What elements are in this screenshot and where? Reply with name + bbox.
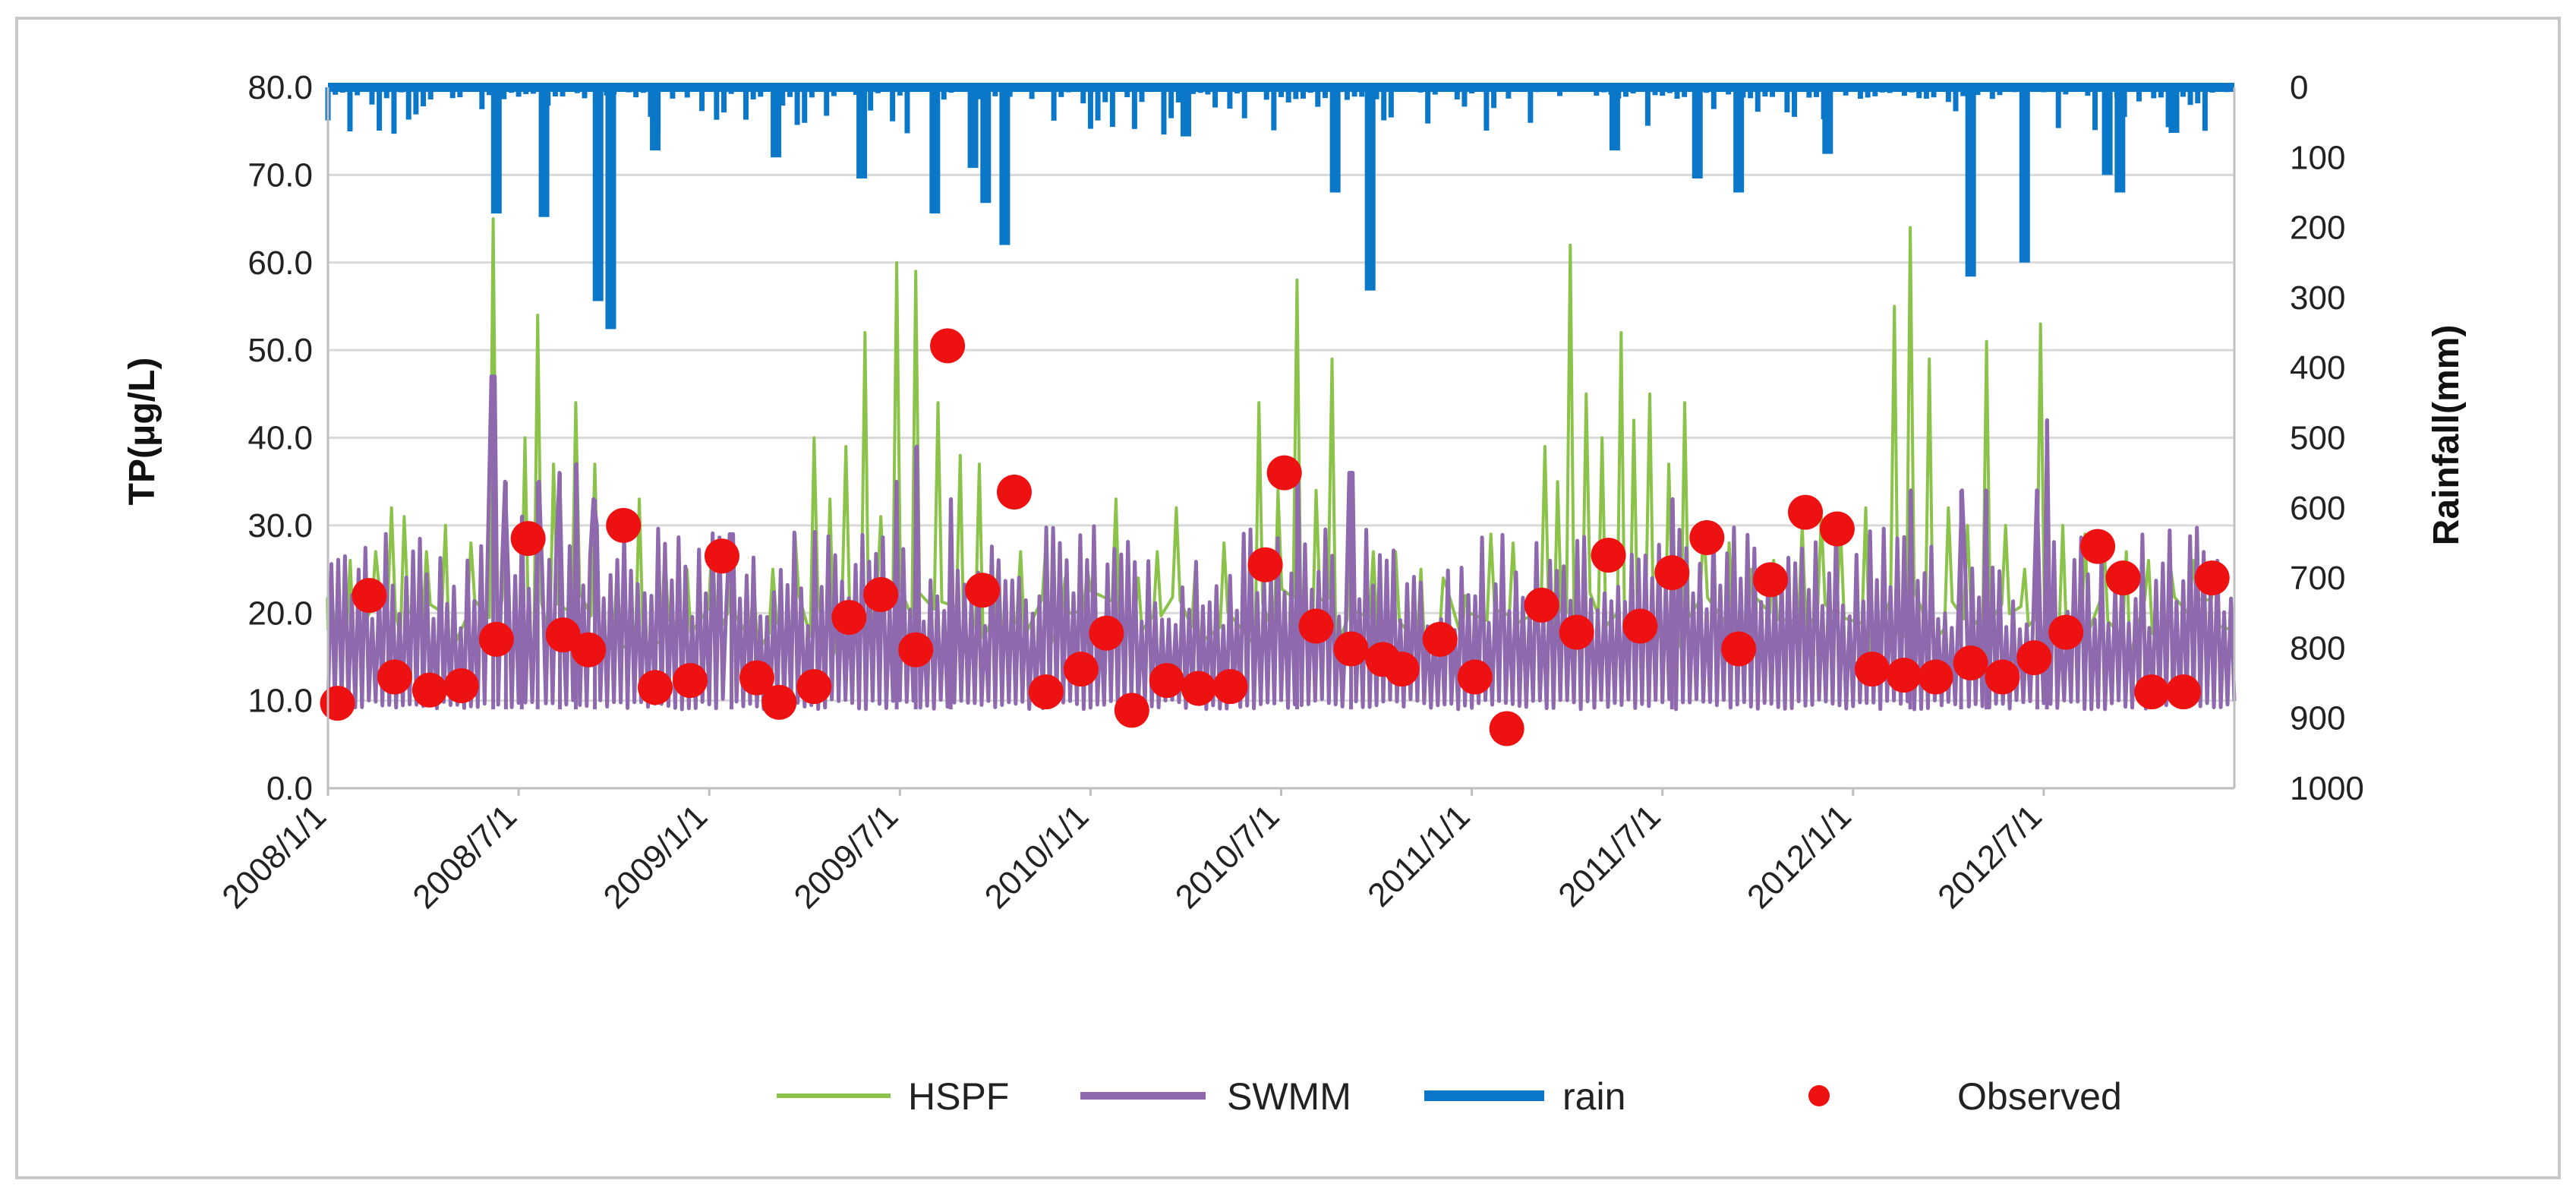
right-tick-10: 1000 bbox=[2290, 770, 2364, 807]
observed-point-44 bbox=[1721, 631, 1757, 667]
observed-point-46 bbox=[1788, 494, 1824, 530]
observed-point-27 bbox=[1181, 671, 1216, 706]
right-tick-7: 700 bbox=[2290, 560, 2345, 597]
legend-rain-label: rain bbox=[1562, 1075, 1625, 1118]
observed-point-35 bbox=[1422, 621, 1458, 657]
swmm-line bbox=[326, 374, 2237, 712]
left-tick-8: 80.0 bbox=[248, 69, 313, 106]
observed-point-49 bbox=[1886, 658, 1922, 693]
observed-point-37 bbox=[1489, 711, 1524, 746]
legend-observed-marker bbox=[1808, 1085, 1830, 1106]
right-tick-6: 600 bbox=[2290, 490, 2345, 527]
left-tick-3: 30.0 bbox=[248, 507, 313, 544]
left-tick-4: 40.0 bbox=[248, 420, 313, 457]
observed-point-13 bbox=[739, 660, 774, 696]
left-tick-5: 50.0 bbox=[248, 332, 313, 369]
observed-point-7 bbox=[545, 617, 581, 653]
observed-point-51 bbox=[1953, 645, 1988, 681]
observed-point-16 bbox=[831, 600, 867, 636]
observed-point-32 bbox=[1333, 631, 1369, 667]
left-tick-2: 20.0 bbox=[248, 595, 313, 632]
observed-point-19 bbox=[930, 328, 966, 364]
observed-point-43 bbox=[1689, 520, 1725, 556]
observed-point-36 bbox=[1457, 659, 1493, 695]
observed-point-40 bbox=[1591, 538, 1626, 573]
observed-point-6 bbox=[510, 521, 546, 557]
observed-point-45 bbox=[1752, 562, 1788, 598]
right-tick-2: 200 bbox=[2290, 210, 2345, 247]
observed-point-24 bbox=[1089, 615, 1124, 651]
observed-point-21 bbox=[996, 475, 1032, 510]
observed-point-30 bbox=[1266, 455, 1302, 491]
observed-point-2 bbox=[377, 659, 412, 695]
observed-point-12 bbox=[704, 538, 739, 574]
right-tick-8: 800 bbox=[2290, 630, 2345, 667]
rain-layer bbox=[325, 83, 2234, 330]
observed-point-54 bbox=[2048, 614, 2084, 650]
observed-point-34 bbox=[1384, 652, 1420, 687]
observed-point-53 bbox=[2016, 640, 2052, 676]
observed-point-56 bbox=[2105, 560, 2141, 596]
observed-point-48 bbox=[1854, 652, 1890, 687]
observed-point-59 bbox=[2194, 560, 2230, 596]
observed-point-5 bbox=[478, 621, 514, 657]
observed-point-28 bbox=[1212, 669, 1248, 705]
left-axis-ticks: 0.0 10.0 20.0 30.0 40.0 50.0 60.0 70.0 80.0 bbox=[248, 69, 313, 807]
observed-point-17 bbox=[863, 577, 899, 613]
observed-point-23 bbox=[1063, 652, 1099, 687]
right-axis-label: Rainfall(mm) bbox=[2426, 325, 2467, 546]
left-tick-6: 60.0 bbox=[248, 245, 313, 282]
left-axis-label: TP(μg/L) bbox=[122, 358, 162, 506]
right-tick-1: 100 bbox=[2290, 139, 2345, 176]
right-tick-4: 400 bbox=[2290, 349, 2345, 387]
right-tick-5: 500 bbox=[2290, 420, 2345, 457]
observed-point-42 bbox=[1654, 555, 1690, 591]
observed-point-14 bbox=[761, 684, 797, 720]
observed-point-52 bbox=[1985, 659, 2020, 695]
right-axis-ticks: 0 100 200 300 400 500 600 700 800 900 1000 bbox=[2290, 69, 2364, 807]
observed-point-38 bbox=[1524, 587, 1559, 623]
observed-point-8 bbox=[571, 632, 607, 667]
observed-point-9 bbox=[606, 507, 642, 543]
observed-point-10 bbox=[638, 670, 673, 705]
observed-point-15 bbox=[796, 669, 832, 705]
legend: HSPF SWMM rain Observed bbox=[777, 1075, 2122, 1118]
observed-point-26 bbox=[1149, 663, 1184, 699]
observed-point-29 bbox=[1247, 547, 1283, 582]
left-tick-0: 0.0 bbox=[266, 770, 313, 807]
observed-point-18 bbox=[898, 632, 934, 667]
observed-point-22 bbox=[1028, 674, 1064, 710]
observed-point-11 bbox=[673, 663, 708, 699]
observed-point-1 bbox=[352, 578, 387, 614]
legend-hspf-label: HSPF bbox=[908, 1075, 1009, 1118]
observed-point-57 bbox=[2134, 674, 2170, 710]
observed-point-41 bbox=[1622, 608, 1658, 644]
observed-point-47 bbox=[1819, 511, 1855, 547]
right-tick-3: 300 bbox=[2290, 279, 2345, 317]
outer-border bbox=[15, 17, 2561, 1179]
right-tick-0: 0 bbox=[2290, 69, 2308, 106]
observed-point-55 bbox=[2080, 529, 2116, 564]
right-tick-9: 900 bbox=[2290, 700, 2345, 737]
observed-point-58 bbox=[2166, 674, 2202, 710]
left-tick-1: 10.0 bbox=[248, 683, 313, 720]
legend-observed-label: Observed bbox=[1957, 1075, 2122, 1118]
observed-layer bbox=[320, 328, 2230, 746]
observed-point-25 bbox=[1114, 693, 1149, 728]
observed-point-3 bbox=[411, 672, 447, 708]
observed-point-31 bbox=[1298, 608, 1334, 644]
legend-swmm-label: SWMM bbox=[1227, 1075, 1351, 1118]
left-tick-7: 70.0 bbox=[248, 156, 313, 194]
observed-point-20 bbox=[965, 573, 1001, 608]
observed-point-39 bbox=[1559, 614, 1594, 650]
observed-point-0 bbox=[320, 686, 355, 721]
observed-point-4 bbox=[443, 668, 479, 704]
observed-point-50 bbox=[1918, 659, 1953, 695]
